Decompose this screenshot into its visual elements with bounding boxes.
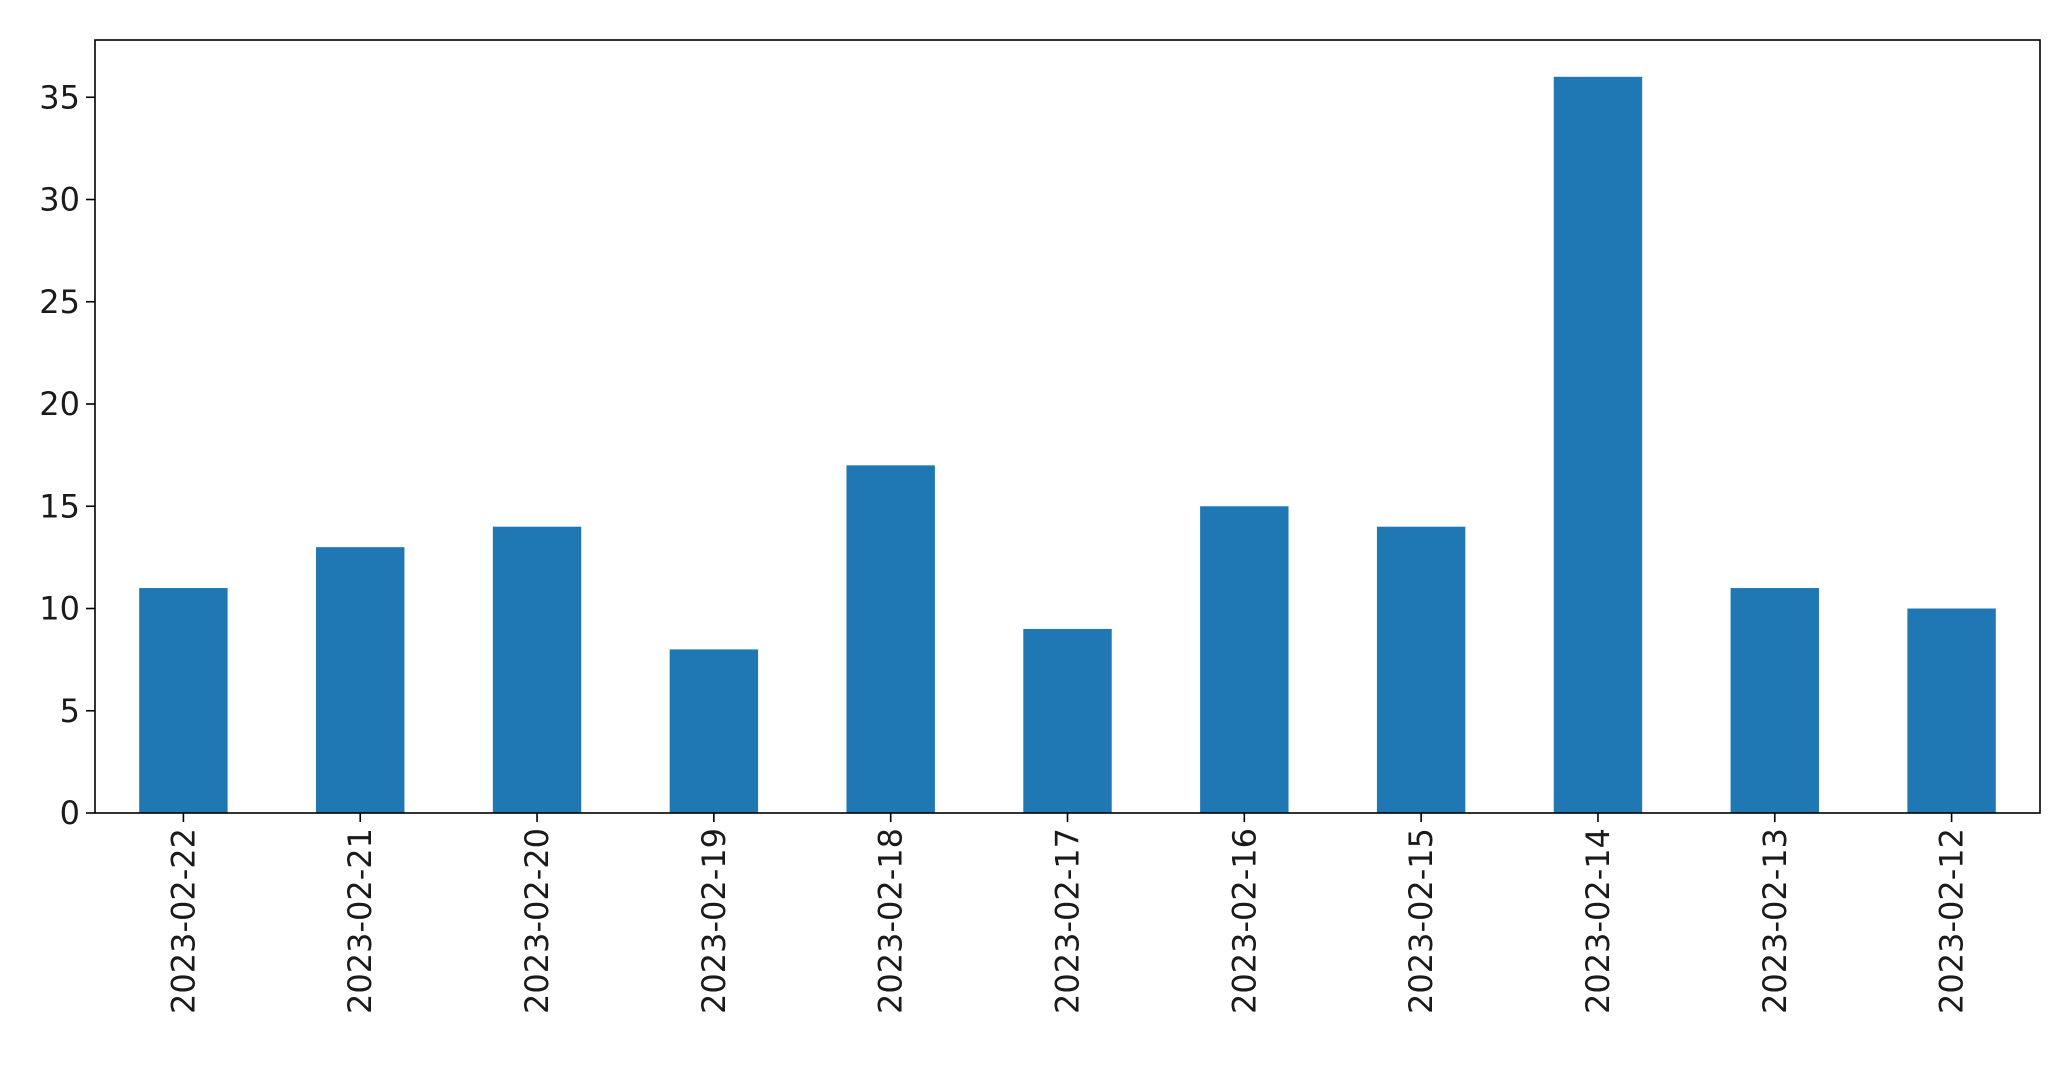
y-axis: 0 5 10 15 20 25 30 35	[39, 78, 95, 832]
x-axis: 2023-02-22 2023-02-21 2023-02-20 2023-02-19…	[164, 813, 1971, 1014]
bar-2023-02-15	[1376, 526, 1466, 813]
y-tick-label: 25	[39, 283, 80, 321]
y-tick-label: 35	[39, 78, 80, 116]
x-tick-label: 2023-02-22	[164, 828, 202, 1014]
x-tick-label: 2023-02-14	[1579, 828, 1617, 1014]
bars-layer	[139, 76, 1996, 813]
bar-2023-02-22	[139, 588, 228, 813]
x-tick-label: 2023-02-21	[341, 828, 379, 1014]
y-tick-label: 10	[39, 590, 80, 628]
x-tick-label: 2023-02-15	[1402, 828, 1440, 1014]
bar-2023-02-19	[669, 649, 759, 813]
x-tick-label: 2023-02-18	[872, 828, 910, 1014]
plot-frame	[94, 39, 2041, 814]
bar-2023-02-18	[846, 465, 935, 813]
bar-2023-02-16	[1200, 506, 1289, 813]
bar-2023-02-13	[1730, 588, 1819, 813]
y-tick-label: 20	[39, 385, 80, 423]
x-tick-label: 2023-02-16	[1225, 828, 1263, 1014]
y-tick-label: 30	[39, 181, 80, 219]
bar-2023-02-17	[1023, 628, 1112, 813]
bar-2023-02-20	[492, 526, 582, 813]
x-tick-label: 2023-02-20	[518, 828, 556, 1014]
y-tick-label: 5	[60, 692, 80, 730]
x-tick-label: 2023-02-13	[1756, 828, 1794, 1014]
bar-2023-02-14	[1553, 76, 1643, 813]
bar-2023-02-12	[1907, 608, 1996, 813]
bar-2023-02-21	[316, 547, 405, 813]
x-tick-label: 2023-02-17	[1049, 828, 1087, 1014]
x-tick-label: 2023-02-12	[1933, 828, 1971, 1014]
y-tick-label: 0	[60, 794, 80, 832]
x-tick-label: 2023-02-19	[695, 828, 733, 1014]
y-tick-label: 15	[39, 487, 80, 525]
